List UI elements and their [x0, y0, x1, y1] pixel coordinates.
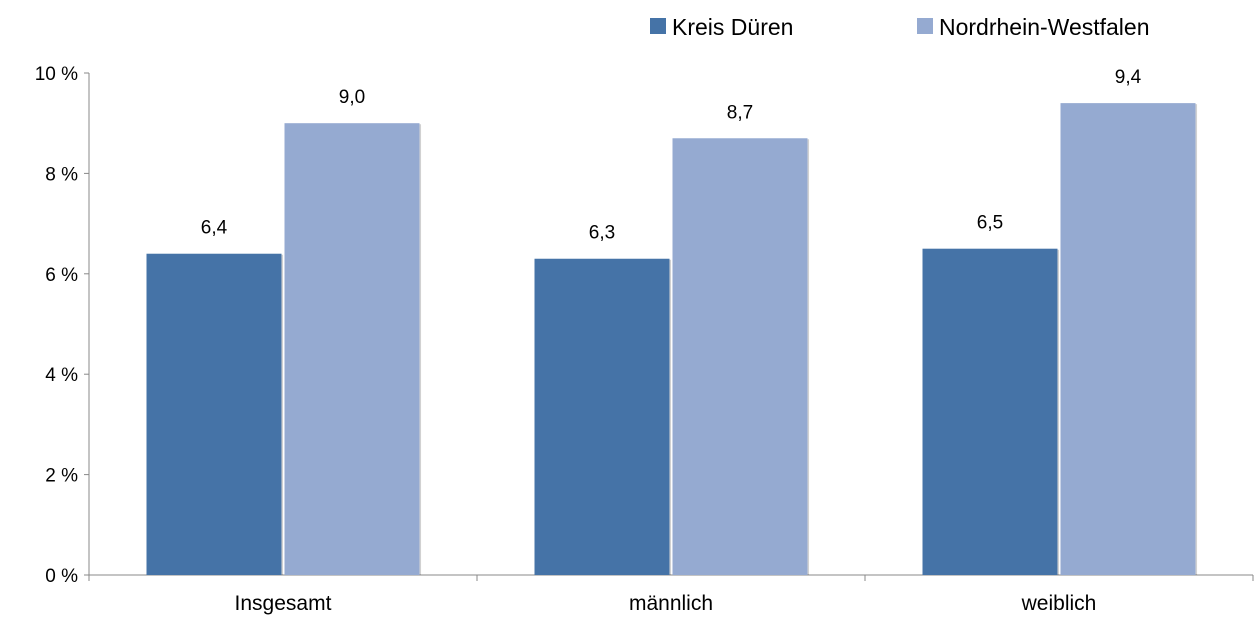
y-axis: 0 % 2 % 4 % 6 % 8 % 10 %: [35, 64, 90, 587]
data-label-nordrhein-westfalen-mannlich: 8,7: [727, 102, 753, 123]
bar-kreis-duren-insgesamt: [146, 253, 282, 575]
legend-label-kreis-dueren: Kreis Düren: [672, 14, 793, 40]
x-category-label-insgesamt: Insgesamt: [235, 592, 332, 615]
bar-nordrhein-westfalen-weiblich: [1060, 103, 1196, 576]
legend: Kreis Düren Nordrhein-Westfalen: [650, 14, 1150, 40]
data-label-nordrhein-westfalen-weiblich: 9,4: [1115, 67, 1142, 88]
bar-nordrhein-westfalen-insgesamt: [284, 123, 420, 575]
data-label-kreis-duren-weiblich: 6,5: [977, 213, 1003, 234]
data-label-nordrhein-westfalen-insgesamt: 9,0: [339, 87, 365, 108]
y-tick-label: 10 %: [35, 64, 78, 85]
data-label-kreis-duren-insgesamt: 6,4: [201, 218, 228, 239]
legend-swatch-kreis-dueren: [650, 18, 666, 34]
data-label-kreis-duren-mannlich: 6,3: [589, 223, 615, 244]
x-axis: Insgesamt männlich weiblich: [88, 574, 1254, 615]
y-tick-label: 6 %: [45, 265, 78, 286]
y-tick-label: 0 %: [45, 566, 78, 587]
bars: [146, 103, 1198, 576]
y-tick-label: 4 %: [45, 365, 78, 386]
x-category-label-weiblich: weiblich: [1021, 592, 1097, 615]
bar-kreis-duren-mannlich: [534, 258, 670, 575]
y-tick-label: 8 %: [45, 164, 78, 185]
legend-swatch-nordrhein-westfalen: [917, 18, 933, 34]
bar-kreis-duren-weiblich: [922, 248, 1058, 575]
legend-label-nordrhein-westfalen: Nordrhein-Westfalen: [939, 14, 1150, 40]
x-category-label-mannlich: männlich: [629, 592, 713, 615]
bar-nordrhein-westfalen-mannlich: [672, 138, 808, 575]
y-tick-label: 2 %: [45, 466, 78, 487]
data-labels: 6,4 9,0 6,3 8,7 6,5 9,4: [201, 67, 1142, 244]
